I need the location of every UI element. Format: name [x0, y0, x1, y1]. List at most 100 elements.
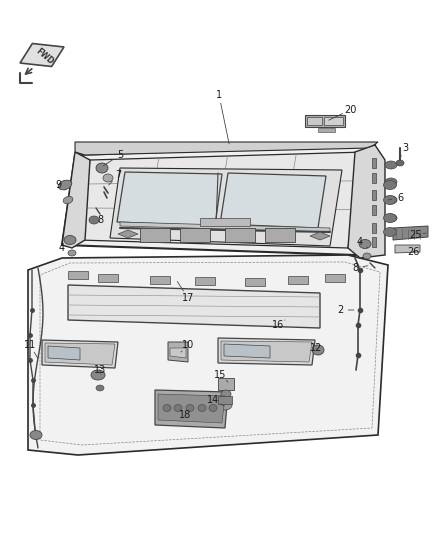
- Polygon shape: [62, 145, 375, 255]
- Text: 7: 7: [115, 170, 121, 180]
- Text: 4: 4: [59, 243, 65, 253]
- Polygon shape: [218, 396, 232, 404]
- Ellipse shape: [96, 163, 108, 173]
- Text: 16: 16: [272, 320, 284, 330]
- Polygon shape: [98, 274, 118, 282]
- Text: 11: 11: [24, 340, 36, 350]
- Polygon shape: [307, 117, 322, 125]
- Polygon shape: [117, 172, 222, 226]
- Text: 15: 15: [214, 370, 226, 380]
- Ellipse shape: [384, 181, 396, 190]
- Polygon shape: [78, 152, 365, 248]
- Polygon shape: [372, 237, 376, 247]
- Polygon shape: [200, 218, 250, 226]
- Ellipse shape: [91, 370, 105, 380]
- Polygon shape: [195, 277, 215, 285]
- Polygon shape: [28, 255, 388, 455]
- Ellipse shape: [221, 390, 231, 398]
- Text: 9: 9: [55, 180, 61, 190]
- Ellipse shape: [96, 385, 104, 391]
- Text: 10: 10: [182, 340, 194, 350]
- Text: FWD: FWD: [35, 47, 56, 67]
- Ellipse shape: [64, 236, 76, 245]
- Ellipse shape: [363, 253, 371, 259]
- Polygon shape: [218, 338, 315, 365]
- Polygon shape: [288, 276, 308, 284]
- Polygon shape: [118, 230, 138, 238]
- Text: 1: 1: [216, 90, 222, 100]
- Polygon shape: [305, 115, 345, 127]
- Polygon shape: [150, 276, 170, 284]
- Polygon shape: [45, 343, 115, 365]
- Polygon shape: [310, 232, 330, 240]
- Ellipse shape: [174, 405, 182, 411]
- Polygon shape: [218, 378, 234, 390]
- Text: 14: 14: [207, 395, 219, 405]
- Text: 5: 5: [117, 150, 123, 160]
- Polygon shape: [155, 390, 228, 428]
- Polygon shape: [170, 348, 186, 358]
- Polygon shape: [348, 145, 385, 258]
- Text: 13: 13: [94, 365, 106, 375]
- Ellipse shape: [385, 214, 397, 222]
- Ellipse shape: [68, 250, 76, 256]
- Text: 17: 17: [182, 293, 194, 303]
- Polygon shape: [120, 222, 330, 232]
- Ellipse shape: [384, 214, 396, 222]
- Polygon shape: [20, 44, 64, 67]
- Polygon shape: [325, 274, 345, 282]
- Text: 6: 6: [397, 193, 403, 203]
- Ellipse shape: [163, 405, 171, 411]
- Polygon shape: [372, 223, 376, 233]
- Polygon shape: [140, 228, 170, 242]
- Text: 2: 2: [337, 305, 343, 315]
- Polygon shape: [225, 228, 255, 242]
- Polygon shape: [110, 168, 342, 246]
- Polygon shape: [180, 228, 210, 242]
- Polygon shape: [168, 342, 188, 362]
- Polygon shape: [245, 278, 265, 286]
- Ellipse shape: [89, 216, 99, 224]
- Ellipse shape: [396, 160, 404, 166]
- Text: 3: 3: [402, 143, 408, 153]
- Text: 12: 12: [310, 343, 322, 353]
- Ellipse shape: [30, 431, 42, 440]
- Ellipse shape: [384, 196, 396, 205]
- Ellipse shape: [63, 196, 73, 204]
- Polygon shape: [372, 173, 376, 183]
- Text: 18: 18: [179, 410, 191, 420]
- Polygon shape: [75, 142, 378, 155]
- Polygon shape: [68, 271, 88, 279]
- Ellipse shape: [209, 405, 217, 411]
- Text: 25: 25: [409, 230, 421, 240]
- Ellipse shape: [385, 196, 397, 204]
- Polygon shape: [158, 394, 225, 423]
- Ellipse shape: [186, 405, 194, 411]
- Text: 26: 26: [407, 247, 419, 257]
- Polygon shape: [324, 117, 343, 125]
- Text: 4: 4: [357, 237, 363, 247]
- Ellipse shape: [359, 239, 371, 248]
- Text: 8: 8: [97, 215, 103, 225]
- Ellipse shape: [312, 345, 324, 355]
- Polygon shape: [224, 344, 270, 358]
- Ellipse shape: [218, 400, 232, 410]
- Polygon shape: [221, 341, 312, 362]
- Polygon shape: [395, 245, 420, 253]
- Polygon shape: [393, 226, 428, 240]
- Ellipse shape: [198, 405, 206, 411]
- Polygon shape: [372, 190, 376, 200]
- Polygon shape: [318, 128, 335, 132]
- Text: 20: 20: [344, 105, 356, 115]
- Text: 8: 8: [352, 263, 358, 273]
- Polygon shape: [62, 152, 90, 248]
- Polygon shape: [372, 158, 376, 168]
- Polygon shape: [42, 340, 118, 368]
- Ellipse shape: [384, 228, 396, 237]
- Ellipse shape: [385, 178, 397, 186]
- Polygon shape: [372, 205, 376, 215]
- Polygon shape: [68, 285, 320, 328]
- Polygon shape: [48, 346, 80, 360]
- Polygon shape: [265, 228, 295, 242]
- Ellipse shape: [58, 180, 72, 190]
